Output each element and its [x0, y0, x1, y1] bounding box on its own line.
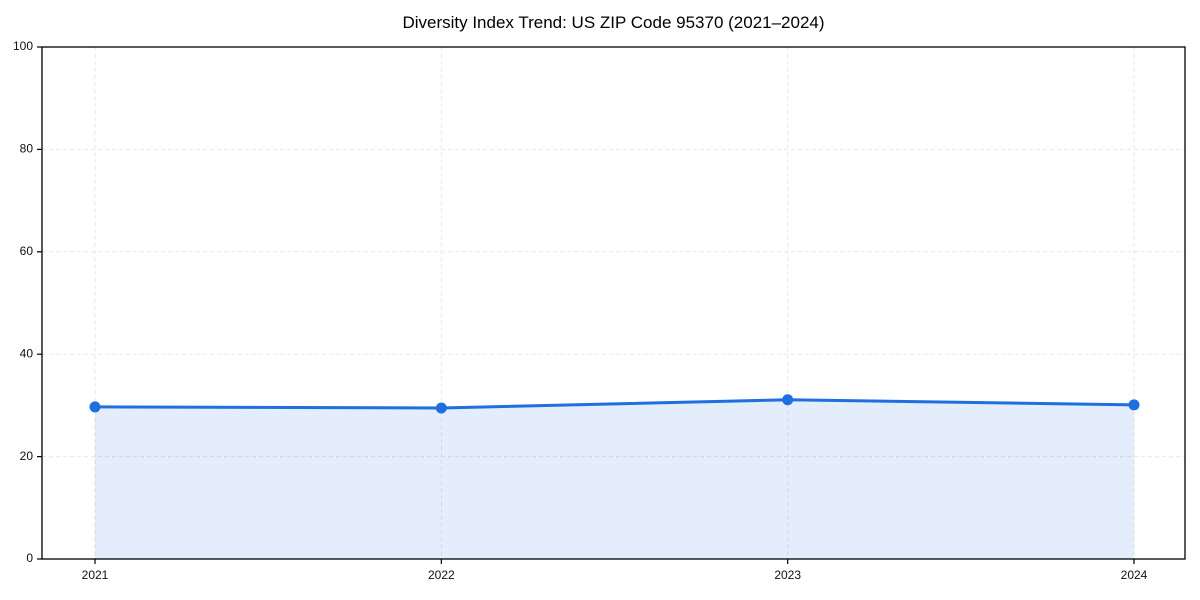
- trend-line: [93, 398, 1136, 410]
- y-tick-label: 40: [20, 346, 34, 360]
- chart-title: Diversity Index Trend: US ZIP Code 95370…: [402, 13, 825, 32]
- y-tick-label: 100: [13, 39, 33, 53]
- data-point-marker: [435, 402, 447, 414]
- y-tick-label: 20: [20, 449, 34, 463]
- x-tick-label: 2021: [82, 568, 109, 582]
- data-point-marker: [1128, 399, 1140, 411]
- plot-border: [41, 46, 1186, 560]
- y-tick-label: 60: [20, 244, 34, 258]
- data-point-marker: [89, 401, 101, 413]
- y-tick-label: 0: [26, 551, 33, 565]
- x-tick-label: 2023: [774, 568, 801, 582]
- area-fill: [95, 399, 1134, 559]
- x-tick-label: 2022: [428, 568, 455, 582]
- x-tick-label: 2024: [1121, 568, 1148, 582]
- y-tick-label: 80: [20, 142, 34, 156]
- data-point-marker: [782, 394, 794, 406]
